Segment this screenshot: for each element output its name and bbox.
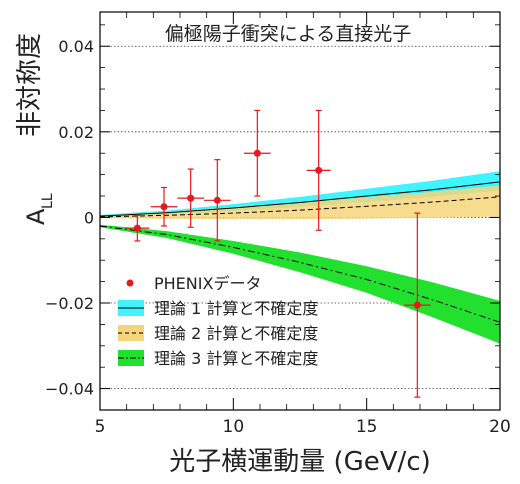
y-tick-label-4: 0.04 xyxy=(58,37,94,56)
y-axis-label: 非対称度 xyxy=(15,33,45,137)
theory-curve-1 xyxy=(99,181,501,217)
y-tick-label-3: 0.02 xyxy=(58,123,94,142)
x-tick-label-1: 10 xyxy=(223,417,245,437)
y-tick-label-2: 0 xyxy=(84,208,94,227)
chart-title: 偏極陽子衝突による直接光子 xyxy=(165,23,411,45)
plot-frame xyxy=(99,11,501,411)
x-axis-label: 光子横運動量 (GeV/c) xyxy=(169,447,431,477)
theory-curves xyxy=(99,181,501,323)
legend-label-3: 理論 3 計算と不確定度 xyxy=(154,349,318,368)
data-point-6 xyxy=(413,301,421,309)
x-axis: 5 10 15 20 xyxy=(95,12,511,437)
data-point-2 xyxy=(187,194,195,202)
legend-label-0: PHENIXデータ xyxy=(154,274,261,293)
legend-label-1: 理論 1 計算と不確定度 xyxy=(154,299,318,318)
y-tick-label-0: −0.04 xyxy=(45,380,94,399)
theory-band-3 xyxy=(100,224,500,344)
y-axis: −0.04 −0.02 0 0.02 0.04 xyxy=(45,24,500,411)
data-points xyxy=(125,109,431,398)
legend-swatch-2 xyxy=(118,325,144,341)
legend-label-2: 理論 2 計算と不確定度 xyxy=(154,324,318,343)
data-point-0 xyxy=(133,224,141,232)
data-point-1 xyxy=(160,203,168,211)
x-tick-label-2: 15 xyxy=(356,417,378,437)
data-point-4 xyxy=(253,149,261,157)
theory-curve-2 xyxy=(99,196,501,218)
data-point-5 xyxy=(315,166,323,174)
x-tick-label-3: 20 xyxy=(489,417,511,437)
y-axis-symbol-main: A xyxy=(22,208,50,225)
y-axis-symbol-sub: LL xyxy=(40,193,56,209)
y-tick-label-1: −0.02 xyxy=(45,294,94,313)
legend-marker-0 xyxy=(126,279,134,287)
data-point-3 xyxy=(213,196,221,204)
x-tick-label-0: 5 xyxy=(95,417,106,437)
y-axis-symbol: A LL xyxy=(22,193,56,225)
